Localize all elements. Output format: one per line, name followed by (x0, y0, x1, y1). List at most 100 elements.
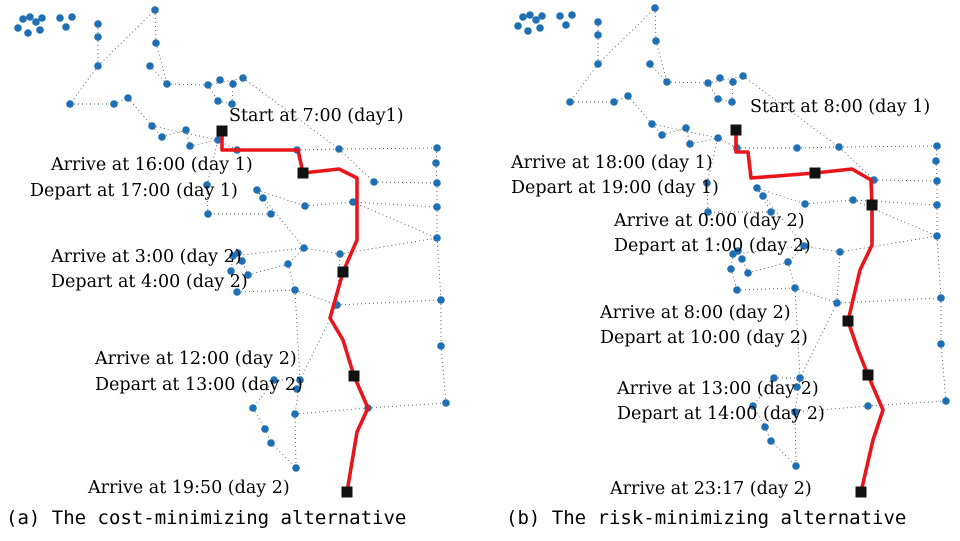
network-node (32, 18, 40, 26)
stop-label: Depart at 4:00 (day 2) (51, 272, 248, 292)
network-node (663, 78, 671, 86)
network-node (335, 145, 343, 153)
network-node (158, 133, 166, 141)
network-node (610, 98, 618, 106)
network-node (293, 385, 301, 393)
network-node (714, 134, 722, 142)
network-node (349, 198, 357, 206)
network-node (849, 196, 857, 204)
stop-marker (341, 486, 353, 498)
network-node (261, 425, 269, 433)
network-node (94, 20, 102, 28)
network-edge (770, 440, 797, 467)
network-node (716, 74, 724, 82)
network-edge (352, 201, 438, 239)
stop-label: Depart at 17:00 (day 1) (30, 181, 238, 201)
network-node (594, 18, 602, 26)
network-node (442, 399, 450, 407)
network-edge (651, 123, 719, 139)
network-node (648, 120, 656, 128)
network-node (204, 210, 212, 218)
network-node (753, 184, 761, 192)
network-edge (756, 187, 806, 205)
network-edge (373, 181, 438, 184)
network-node (514, 22, 522, 30)
network-node (652, 37, 660, 45)
network-node (646, 60, 654, 68)
network-edge (747, 261, 789, 274)
network-node (734, 247, 742, 255)
stop-label: Start at 8:00 (day 1) (750, 97, 930, 117)
network-edge (256, 189, 272, 215)
network-node (26, 13, 34, 21)
network-node (933, 142, 941, 150)
network-node (432, 159, 440, 167)
network-edge (569, 63, 599, 103)
network-node (292, 464, 300, 472)
network-edge (838, 146, 875, 181)
network-node (933, 177, 941, 185)
network-node (433, 144, 441, 152)
network-node (38, 14, 46, 22)
network-node (767, 437, 775, 445)
stop-label: Arrive at 19:50 (day 2) (87, 478, 290, 498)
network-node (284, 260, 292, 268)
route-line (220, 131, 370, 493)
network-edge (127, 97, 153, 127)
network-edge (752, 405, 766, 428)
stop-labels: Start at 7:00 (day1) Arrive at 16:00 (da… (30, 106, 404, 498)
network-node (686, 140, 694, 148)
network-node (833, 299, 841, 307)
stop-marker (297, 167, 309, 179)
network-node (182, 126, 190, 134)
network-edge (303, 247, 341, 255)
network-node (791, 284, 799, 292)
stop-marker (216, 125, 228, 137)
network-node (770, 374, 778, 382)
network-node (186, 142, 194, 150)
network-node (739, 72, 747, 80)
network-node (233, 288, 241, 296)
network-edge (166, 83, 209, 86)
route-stops (730, 124, 878, 498)
stop-marker (842, 315, 854, 327)
network-node (234, 249, 242, 257)
route-line (734, 130, 885, 493)
stop-label: Arrive at 16:00 (day 1) (50, 155, 253, 175)
network-edge (689, 137, 719, 145)
network-node (727, 265, 735, 273)
network-node (204, 81, 212, 89)
network-edge (936, 235, 942, 299)
network-node (94, 62, 102, 70)
network-node (253, 186, 261, 194)
network-node (759, 192, 767, 200)
network-node (624, 92, 632, 100)
network-node (767, 208, 775, 216)
network-node (146, 62, 154, 70)
network-node (148, 122, 156, 130)
network-edge (736, 287, 796, 291)
network-node (749, 402, 757, 410)
network-node (538, 12, 546, 20)
network-node (66, 100, 74, 108)
network-edge (236, 289, 296, 293)
network-node (933, 232, 941, 240)
network-edge (838, 145, 938, 148)
network-node (784, 258, 792, 266)
network-node (729, 78, 737, 86)
stop-labels: Start at 8:00 (day 1) Arrive at 18:00 (d… (510, 97, 930, 499)
stop-label: Arrive at 18:00 (day 1) (510, 153, 713, 173)
network-node (110, 100, 118, 108)
figure-canvas: Start at 7:00 (day1) Arrive at 16:00 (da… (14, 4, 950, 499)
network-node (214, 136, 222, 144)
network-node (228, 100, 236, 108)
stop-marker (348, 370, 360, 382)
stop-label: Arrive at 8:00 (day 2) (599, 303, 791, 323)
network-edge (304, 201, 354, 207)
network-edge (154, 9, 157, 44)
network-edge (151, 125, 219, 141)
network-node (536, 24, 544, 32)
network-edge (707, 75, 744, 84)
network-node (19, 15, 27, 23)
stop-label: Depart at 10:00 (day 2) (600, 328, 808, 348)
